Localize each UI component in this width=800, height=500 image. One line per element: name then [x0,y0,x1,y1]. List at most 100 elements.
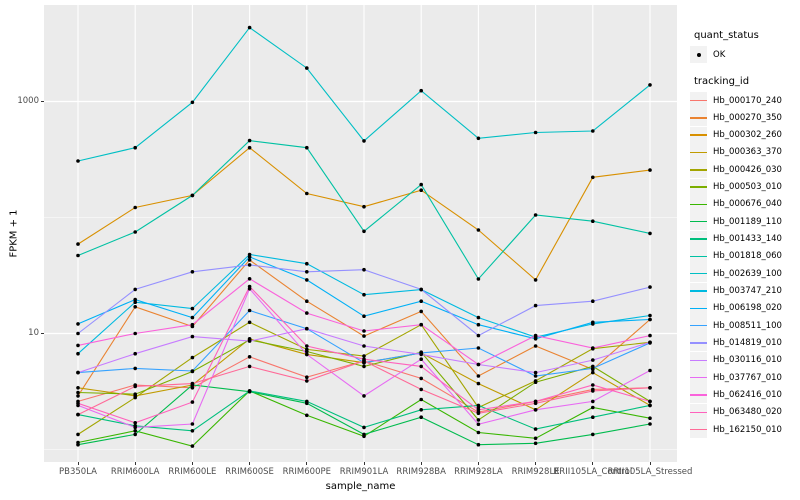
legend-item-label: Hb_000363_370 [713,147,782,158]
data-point [533,333,538,338]
data-point [476,442,481,447]
legend-key-line [690,109,707,127]
legend-item-Hb_063480_020: Hb_063480_020 [690,403,782,421]
legend-key-point [690,46,707,63]
data-point [648,422,652,426]
legend-item-label: Hb_001189_110 [713,216,782,227]
legend-item-Hb_037767_010: Hb_037767_010 [690,369,782,387]
legend-key-line [690,195,707,213]
data-point [476,362,481,367]
data-point [305,311,309,315]
x-tick-mark [363,462,365,465]
data-point [419,309,424,314]
legend-item-Hb_001433_140: Hb_001433_140 [690,230,782,248]
data-point [533,303,538,308]
data-point [591,370,595,375]
data-point [362,359,366,363]
data-point [76,370,80,375]
data-point [476,418,481,422]
data-point [476,381,481,386]
line-swatch-icon [690,169,707,171]
data-point [419,415,424,420]
data-point [190,429,195,433]
data-point [648,416,652,421]
data-point [591,320,595,325]
data-point [648,403,652,408]
y-tick-label: 10 [28,328,39,338]
data-point [247,263,252,267]
data-point [76,386,80,390]
legend-item-Hb_003747_210: Hb_003747_210 [690,282,782,300]
data-point [133,287,137,292]
data-point [648,317,652,322]
data-point [591,432,595,437]
data-point [247,320,252,325]
line-swatch-icon [690,134,707,136]
data-point [133,300,137,305]
legend-key-line [690,92,707,109]
legend-key-line [690,161,707,179]
data-point [533,374,538,378]
legend-key-line [690,247,707,265]
point-symbol-icon [696,52,701,57]
x-tick-mark [535,462,537,465]
legend-key-line [690,351,707,369]
data-point [476,408,481,412]
legend-item-label: Hb_063480_020 [713,407,782,418]
data-point [133,351,137,356]
data-point [247,145,252,150]
data-point [305,352,309,357]
data-point [362,267,366,272]
data-point [247,138,252,143]
data-point [133,205,137,210]
plot-panel [44,5,677,462]
legend-item-Hb_006198_020: Hb_006198_020 [690,299,782,317]
data-point [190,386,195,390]
legend-key-line [690,265,707,283]
data-point [591,366,595,371]
x-tick-mark [249,462,251,465]
data-point [476,403,481,408]
y-axis-title: FPKM + 1 [8,209,20,258]
legend-key-line [690,143,707,161]
legend-item-Hb_162150_010: Hb_162150_010 [690,421,782,439]
data-point [591,219,595,223]
legend-item-label: Hb_000426_030 [713,164,782,175]
x-tick-label: RRIM600PE [282,467,331,477]
x-tick-label: RRIM928BA [396,467,446,477]
y-tick-label: 1000 [17,96,39,106]
x-tick-label: RRIM600LE [168,467,217,477]
y-tick-mark [41,101,44,102]
data-point [476,430,481,435]
x-tick-mark [420,462,422,465]
legend-item-Hb_001189_110: Hb_001189_110 [690,213,782,231]
legend-key-line [690,386,707,404]
data-point [591,383,595,387]
data-point [190,100,195,105]
data-point [133,297,137,302]
data-point [476,277,481,281]
legend-item-label: Hb_000170_240 [713,95,782,106]
data-point [591,299,595,304]
x-tick-label: PB350LA [59,467,97,477]
data-point [362,292,366,297]
line-swatch-icon [690,203,707,206]
data-point [362,314,366,319]
data-point [419,299,424,304]
data-point [648,231,652,236]
data-point [76,442,80,447]
data-point [419,182,424,187]
data-point [133,432,137,437]
data-point [247,25,252,30]
data-point [247,308,252,313]
x-tick-mark [77,462,79,465]
data-point [133,425,137,430]
data-point [533,401,538,406]
data-point [419,408,424,412]
legend-item-Hb_000503_010: Hb_000503_010 [690,178,782,196]
data-point [190,369,195,373]
x-tick-mark [306,462,308,465]
line-swatch-icon [690,342,707,344]
data-point [533,370,538,375]
